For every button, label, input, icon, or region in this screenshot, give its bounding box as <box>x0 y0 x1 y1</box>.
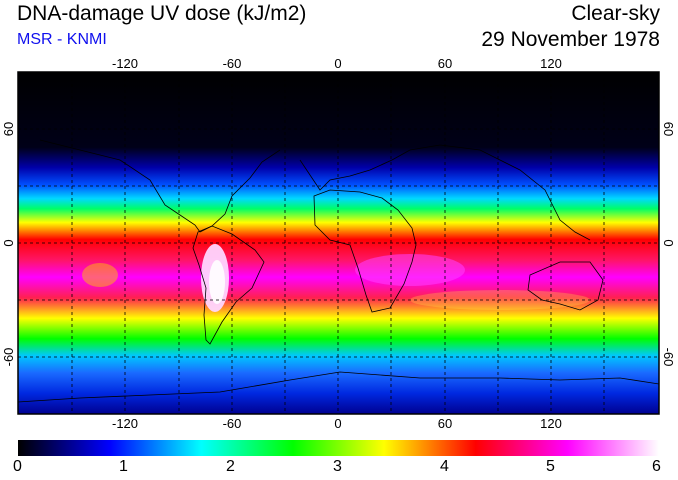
lon-label-top-0: 0 <box>334 56 341 71</box>
andes-core <box>209 260 225 304</box>
map-frame <box>17 71 660 415</box>
graticule <box>18 72 659 414</box>
scale-label-1: 1 <box>119 458 128 475</box>
source-label: MSR - KNMI <box>17 31 107 48</box>
lat-label-left-0: 0 <box>1 239 16 246</box>
lon-label-top-minus-60: -60 <box>223 56 242 71</box>
scale-label-0: 0 <box>13 458 22 475</box>
lon-label-bottom-60: 60 <box>438 416 452 431</box>
scale-label-6: 6 <box>652 458 661 475</box>
coastline-europe <box>299 149 411 191</box>
lat-label-left-minus-60: -60 <box>1 348 16 367</box>
longitude-labels-top: -120 -60 0 60 120 <box>112 56 562 71</box>
coastline-asia <box>409 144 591 241</box>
lon-label-top-60: 60 <box>438 56 452 71</box>
coastline-antarctica <box>18 371 659 403</box>
scale-label-4: 4 <box>440 458 449 475</box>
scale-label-2: 2 <box>226 458 235 475</box>
lat-label-right-minus-60: -60 <box>661 348 676 367</box>
scale-label-5: 5 <box>546 458 555 475</box>
lon-label-bottom-0: 0 <box>334 416 341 431</box>
date-label: 29 November 1978 <box>481 28 660 51</box>
sky-condition-label: Clear-sky <box>571 2 660 25</box>
colorbar <box>18 440 659 456</box>
coastline-australia <box>527 261 604 311</box>
pacific-swirl <box>82 263 118 287</box>
lon-label-top-120: 120 <box>540 56 562 71</box>
lat-label-right-60: 60 <box>661 122 676 136</box>
lon-label-bottom-minus-120: -120 <box>112 416 138 431</box>
lon-label-top-minus-120: -120 <box>112 56 138 71</box>
lat-label-left-60: 60 <box>1 122 16 136</box>
southern-africa-max <box>355 254 465 286</box>
lon-label-bottom-120: 120 <box>540 416 562 431</box>
coastline-south-america <box>192 225 265 345</box>
latitude-labels-right: 60 0 -60 <box>661 122 676 367</box>
map-title: DNA-damage UV dose (kJ/m2) <box>17 2 307 25</box>
lat-label-right-0: 0 <box>661 239 676 246</box>
scale-label-3: 3 <box>333 458 342 475</box>
lon-label-bottom-minus-60: -60 <box>223 416 242 431</box>
latitude-labels-left: 60 0 -60 <box>1 122 16 367</box>
longitude-labels-bottom: -120 -60 0 60 120 <box>112 416 562 431</box>
